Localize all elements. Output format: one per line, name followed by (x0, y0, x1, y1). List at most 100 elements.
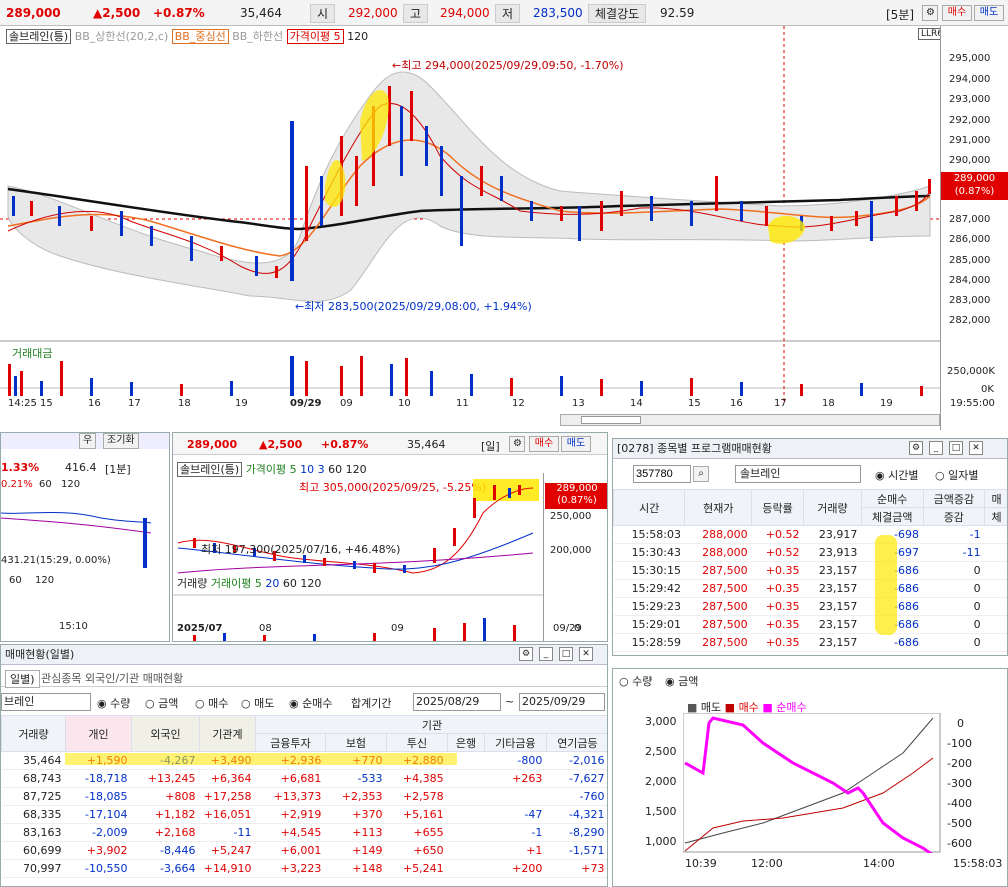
table-row[interactable]: 15:29:42 287,500 +0.35 23,157 -686 0 (613, 579, 1007, 598)
table-cell: +4,385 (386, 769, 448, 788)
radio-qty[interactable]: ○ 수량 (619, 675, 653, 688)
price-axis: 295,000 294,000 293,000 292,000 291,000 … (940, 26, 1008, 430)
table-row[interactable]: 15:29:23 287,500 +0.35 23,157 -686 0 (613, 597, 1007, 616)
volume: 35,464 (240, 6, 282, 20)
low-label: 저 (495, 4, 521, 23)
table-row[interactable]: 83,163 -2,009 +2,168 -11 +4,545 +113 +655 -1 -8,… (1, 823, 607, 842)
mini-value: 416.4 (65, 461, 97, 474)
daily-sell-button[interactable]: 매도 (561, 436, 591, 452)
table-cell: -10,550 (65, 859, 132, 878)
program-chart-legend: ■ 매도 ■ 매수 ■ 순매수 (687, 701, 807, 714)
y-tick: 291,000 (949, 135, 991, 146)
table-cell: +0.52 (751, 525, 804, 544)
table-cell: 15:29:42 (613, 579, 685, 598)
maximize-icon[interactable]: □ (559, 647, 573, 661)
col-header[interactable]: 금액증감 (922, 489, 986, 508)
y-tick: 282,000 (949, 315, 991, 326)
x-tick: 17 (128, 398, 141, 409)
x-tick: 14:00 (863, 857, 895, 870)
mini-tab[interactable]: 우 (79, 433, 97, 449)
daily-legend-ma120: 120 (345, 463, 367, 476)
table-cell: 23,157 (803, 579, 862, 598)
table-row[interactable]: 15:30:43 288,000 +0.52 23,913 -697 -11 (613, 543, 1007, 562)
scroll-thumb[interactable] (581, 416, 641, 424)
mini-tab[interactable]: 조기화 (103, 433, 139, 449)
y-tick: 293,000 (949, 94, 991, 105)
mini-ma120: 120 (61, 479, 81, 490)
buy-button[interactable]: 매수 (942, 5, 972, 21)
gear-icon[interactable]: ⚙ (922, 5, 938, 21)
x-tick: 10:39 (685, 857, 717, 870)
radio-amt[interactable]: ○ 금액 (145, 697, 179, 710)
table-cell: +2,353 (325, 787, 387, 806)
y-left-tick: 3,000 (645, 715, 677, 728)
table-row[interactable]: 68,743 -18,718 +13,245 +6,364 +6,681 -533 +4,3… (1, 769, 607, 788)
high-value: 294,000 (440, 6, 490, 20)
table-cell: -2,009 (65, 823, 132, 842)
table-cell: +650 (386, 841, 448, 860)
date-from-input[interactable]: 2025/08/29 (413, 693, 501, 711)
x-tick: 17 (774, 398, 787, 409)
table-cell: +808 (131, 787, 200, 806)
program-plot (683, 713, 941, 853)
main-chart[interactable]: 솔브레인(틍) BB_상한선(20,2,c) BB_중심선 BB_하한선 가격이… (0, 26, 1008, 430)
tab-interest[interactable]: 관심종목 외국인/기관 매매현황 (41, 672, 184, 685)
investor-filters: 브레인 ◉ 수량 ○ 금액 ○ 매수 ○ 매도 ◉ 순매수 합계기간 2025/… (1, 691, 607, 713)
table-cell: 0 (923, 579, 985, 598)
table-row[interactable]: 15:28:59 287,500 +0.35 23,157 -686 0 (613, 633, 1007, 652)
radio-day[interactable]: ○ 일자별 (935, 469, 979, 482)
table-row[interactable]: 87,725 -18,085 +808 +17,258 +13,373 +2,353 +2,… (1, 787, 607, 806)
tab-daily[interactable]: 일별) (5, 670, 40, 688)
table-cell: +0.35 (751, 633, 804, 652)
gear-icon[interactable]: ⚙ (909, 441, 923, 455)
gear-icon[interactable]: ⚙ (519, 647, 533, 661)
table-cell (984, 633, 1007, 652)
price-tag: 289,000 (0.87%) (941, 172, 1008, 200)
radio-net[interactable]: ◉ 순매수 (289, 697, 333, 710)
table-row[interactable]: 15:58:03 288,000 +0.52 23,917 -698 -1 (613, 525, 1007, 544)
radio-amt[interactable]: ◉ 금액 (665, 675, 699, 688)
table-row[interactable]: 70,997 -10,550 -3,664 +14,910 +3,223 +148 +5,2… (1, 859, 607, 878)
y-right-tick: -300 (947, 777, 972, 790)
table-cell: +6,001 (255, 841, 326, 860)
col-header: 보험 (324, 733, 388, 752)
radio-sell[interactable]: ○ 매도 (241, 697, 275, 710)
daily-vol-legend-name: 거래량 (177, 577, 208, 590)
table-cell: -4,321 (546, 805, 607, 824)
daily-interval[interactable]: [일] (481, 440, 500, 453)
table-row[interactable]: 15:30:15 287,500 +0.35 23,157 -686 0 (613, 561, 1007, 580)
maximize-icon[interactable]: □ (949, 441, 963, 455)
table-row[interactable]: 15:29:01 287,500 +0.35 23,157 -686 0 (613, 615, 1007, 634)
close-icon[interactable]: ✕ (969, 441, 983, 455)
search-icon[interactable]: ⌕ (693, 466, 709, 482)
stock-name-field[interactable]: 솔브레인 (735, 465, 861, 483)
mini-plot (1, 511, 152, 568)
radio-qty[interactable]: ◉ 수량 (97, 697, 131, 710)
table-row[interactable]: 60,699 +3,902 -8,446 +5,247 +6,001 +149 +650 +1… (1, 841, 607, 860)
price-plot (0, 26, 940, 404)
x-end-time: 15:58:03 (953, 857, 1003, 870)
y-right-tick: 0 (957, 717, 964, 730)
radio-time[interactable]: ◉ 시간별 (875, 469, 919, 482)
chart-scrollbar[interactable] (560, 414, 940, 426)
minimize-icon[interactable]: _ (539, 647, 553, 661)
gear-icon[interactable]: ⚙ (509, 436, 525, 452)
table-cell: 0 (923, 561, 985, 580)
close-icon[interactable]: ✕ (579, 647, 593, 661)
chart-legend: 솔브레인(틍) BB_상한선(20,2,c) BB_중심선 BB_하한선 가격이… (6, 28, 368, 44)
minimize-icon[interactable]: _ (929, 441, 943, 455)
mini-interval[interactable]: [1분] (105, 463, 131, 476)
table-cell: -1,571 (546, 841, 607, 860)
daily-price-axis: 289,000 (0.87%) 250,000 200,000 0 (543, 473, 607, 641)
date-to-input[interactable]: 2025/09/29 (519, 693, 605, 711)
table-row[interactable]: 68,335 -17,104 +1,182 +16,051 +2,919 +370 +5,1… (1, 805, 607, 824)
y-tick: 294,000 (949, 74, 991, 85)
stock-code-input[interactable] (633, 465, 691, 483)
table-cell: 23,157 (803, 597, 862, 616)
daily-buy-button[interactable]: 매수 (529, 436, 559, 452)
stock-name-field[interactable]: 브레인 (1, 693, 91, 711)
sell-button[interactable]: 매도 (974, 5, 1004, 21)
table-cell: +5,161 (386, 805, 448, 824)
radio-buy[interactable]: ○ 매수 (195, 697, 229, 710)
interval-label[interactable]: [5분] (886, 8, 915, 22)
